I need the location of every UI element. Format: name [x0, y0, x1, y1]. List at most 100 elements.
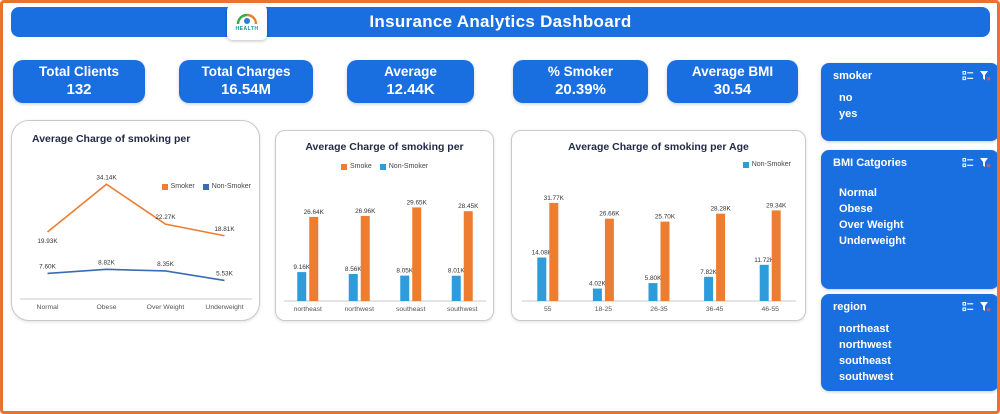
svg-text:29.34K: 29.34K	[766, 202, 787, 209]
svg-text:4.02K: 4.02K	[589, 281, 606, 288]
logo-text: HEALTH	[235, 26, 259, 32]
legend-label: Non-Smoker	[211, 183, 251, 190]
svg-text:southwest: southwest	[447, 306, 478, 313]
chart-legend: Non-Smoker	[742, 161, 791, 168]
legend-item-non-smoker: Non-Smoker	[742, 161, 791, 168]
svg-text:26-35: 26-35	[650, 306, 668, 313]
svg-text:northeast: northeast	[294, 306, 322, 313]
multi-select-icon[interactable]	[962, 301, 974, 313]
slicer-smoker: smoker no yes	[821, 63, 997, 141]
clear-filter-icon[interactable]	[979, 301, 991, 313]
svg-text:36-45: 36-45	[706, 306, 724, 313]
slicer-option-northeast[interactable]: northeast	[839, 323, 890, 335]
svg-text:8.82K: 8.82K	[98, 259, 115, 266]
svg-text:7.82K: 7.82K	[700, 269, 717, 276]
clear-filter-icon[interactable]	[979, 70, 991, 82]
kpi-average-charge: Average 12.44K	[347, 60, 474, 103]
kpi-percent-smoker: % Smoker 20.39%	[513, 60, 648, 103]
svg-text:Normal: Normal	[37, 304, 59, 311]
kpi-label: Average BMI	[691, 63, 774, 79]
svg-text:Over Weight: Over Weight	[147, 304, 185, 311]
logo-emblem-icon	[236, 13, 258, 25]
slicer-icons	[962, 301, 991, 313]
slicer-header: region	[821, 294, 997, 315]
multi-select-icon[interactable]	[962, 70, 974, 82]
svg-text:34.14K: 34.14K	[96, 174, 117, 181]
kpi-average-bmi: Average BMI 30.54	[667, 60, 798, 103]
svg-text:11.72K: 11.72K	[754, 257, 775, 264]
kpi-label: Average	[384, 63, 437, 79]
slicer-option-obese[interactable]: Obese	[839, 203, 873, 215]
svg-text:southeast: southeast	[396, 306, 426, 313]
slicer-icons	[962, 157, 991, 169]
slicer-title: smoker	[833, 70, 873, 82]
kpi-value: 12.44K	[386, 80, 435, 98]
slicer-option-normal[interactable]: Normal	[839, 187, 877, 199]
svg-text:5.53K: 5.53K	[216, 270, 233, 277]
svg-text:5.80K: 5.80K	[645, 275, 662, 282]
kpi-value: 30.54	[713, 80, 752, 98]
kpi-label: Total Charges	[201, 63, 291, 79]
legend-item-smoke: Smoke	[340, 163, 372, 170]
kpi-value: 20.39%	[555, 80, 606, 98]
legend-swatch-smoker	[161, 183, 168, 190]
slicer-header: BMI Catgories	[821, 150, 997, 171]
svg-text:26.96K: 26.96K	[355, 208, 376, 215]
slicer-icons	[962, 70, 991, 82]
svg-text:18.81K: 18.81K	[214, 226, 235, 233]
chart-title: Average Charge of smoking per	[305, 141, 464, 153]
clear-filter-icon[interactable]	[979, 157, 991, 169]
bar-chart-smoking-age: 55 14.08K 31.77K 18-25 4.02K 26.66K 26-35 5.80K…	[522, 195, 796, 313]
slicer-option-underweight[interactable]: Underweight	[839, 235, 906, 247]
svg-text:8.05K: 8.05K	[396, 268, 413, 275]
svg-text:8.56K: 8.56K	[345, 266, 362, 273]
svg-text:8.35K: 8.35K	[157, 261, 174, 268]
legend-swatch-smoke	[340, 163, 347, 170]
svg-text:28.28K: 28.28K	[710, 206, 731, 213]
svg-text:Underweight: Underweight	[205, 304, 243, 311]
slicer-options: no yes	[821, 84, 997, 122]
kpi-total-charges: Total Charges 16.54M	[179, 60, 313, 103]
svg-text:26.64K: 26.64K	[304, 209, 325, 216]
dashboard-title: Insurance Analytics Dashboard	[369, 12, 632, 31]
slicer-option-southwest[interactable]: southwest	[839, 371, 894, 383]
svg-text:29.65K: 29.65K	[407, 199, 428, 206]
slicer-bmi-categories: BMI Catgories Normal Obese Over Weight U…	[821, 150, 997, 289]
legend-label: Smoker	[170, 183, 195, 190]
svg-text:14.08K: 14.08K	[532, 250, 553, 257]
legend-swatch-non-smoker	[379, 163, 386, 170]
svg-text:28.45K: 28.45K	[458, 203, 479, 210]
svg-text:Obese: Obese	[96, 304, 116, 311]
slicer-option-no[interactable]: no	[839, 92, 853, 104]
svg-text:46-55: 46-55	[762, 306, 780, 313]
multi-select-icon[interactable]	[962, 157, 974, 169]
legend-item-smoker: Smoker	[161, 183, 195, 190]
slicer-option-yes[interactable]: yes	[839, 108, 858, 120]
legend-label: Non-Smoker	[751, 161, 791, 168]
slicer-header: smoker	[821, 63, 997, 84]
chart-legend: Smoker Non-Smoker	[161, 183, 251, 190]
line-chart-smoking-bmi: Normal Obese Over Weight Underweight 7.60K 8.…	[20, 174, 252, 311]
health-logo: HEALTH	[227, 5, 267, 40]
legend-item-non-smoker: Non-Smoker	[202, 183, 251, 190]
slicer-region: region northeast northwest southeast sou…	[821, 294, 997, 391]
svg-text:19.93K: 19.93K	[37, 238, 58, 245]
chart-legend: Smoke Non-Smoker	[276, 163, 493, 170]
slicer-option-southeast[interactable]: southeast	[839, 355, 891, 367]
slicer-option-northwest[interactable]: northwest	[839, 339, 892, 351]
legend-swatch-non-smoker	[742, 161, 749, 168]
chart-title: Average Charge of smoking per	[32, 133, 191, 145]
chart-card-smoking-age: Average Charge of smoking per Age Non-Sm…	[511, 130, 806, 321]
slicer-title: region	[833, 301, 867, 313]
svg-text:22.27K: 22.27K	[155, 214, 176, 221]
chart-card-smoking-bmi: Average Charge of smoking per Smoker Non…	[11, 120, 260, 321]
legend-swatch-non-smoker	[202, 183, 209, 190]
legend-label: Smoke	[349, 163, 372, 170]
svg-text:8.01K: 8.01K	[448, 268, 465, 275]
svg-text:7.60K: 7.60K	[39, 263, 56, 270]
kpi-value: 16.54M	[220, 80, 272, 98]
slicer-options: Normal Obese Over Weight Underweight	[821, 171, 997, 249]
svg-text:26.66K: 26.66K	[599, 211, 620, 218]
slicer-option-over-weight[interactable]: Over Weight	[839, 219, 904, 231]
kpi-total-clients: Total Clients 132	[13, 60, 145, 103]
